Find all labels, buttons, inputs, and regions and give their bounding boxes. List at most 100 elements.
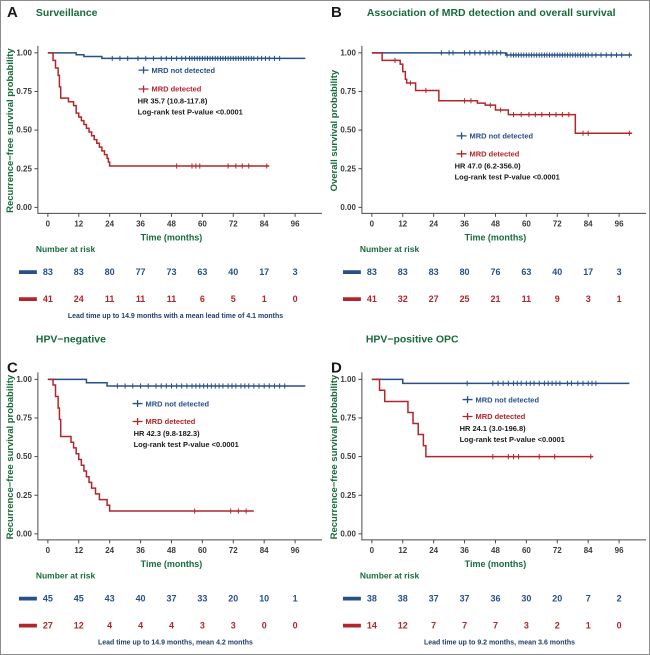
risk-count: 1 xyxy=(262,294,267,304)
risk-count: 7 xyxy=(586,594,591,604)
risk-count: 2 xyxy=(617,594,622,604)
censor-mark-icon xyxy=(174,163,179,169)
censor-mark-icon xyxy=(526,112,532,118)
censor-mark-icon xyxy=(627,52,632,58)
km-curve-mrd-detected xyxy=(371,52,632,134)
risk-count: 17 xyxy=(583,267,593,277)
censor-mark-icon xyxy=(267,383,272,389)
censor-mark-icon xyxy=(143,55,148,62)
y-axis-label: Recurrence−free survival probability xyxy=(329,374,340,539)
legend-marker-icon xyxy=(138,85,149,93)
risk-count: 41 xyxy=(367,294,377,304)
risk-count: 3 xyxy=(293,267,298,277)
censor-mark-icon xyxy=(225,383,231,389)
hazard-ratio-text: HR 24.1 (3.0-196.8) xyxy=(460,424,527,433)
axis-lines xyxy=(37,372,323,541)
censor-mark-icon xyxy=(589,380,595,386)
y-tick-label: 0.25 xyxy=(16,491,32,500)
censor-mark-icon xyxy=(263,55,268,62)
censor-mark-icon xyxy=(609,52,614,58)
risk-count: 3 xyxy=(200,621,205,631)
y-axis-label: Recurrence−free survival probability xyxy=(5,48,16,213)
censor-mark-icon xyxy=(135,55,141,62)
censor-mark-icon xyxy=(164,383,169,389)
censor-mark-icon xyxy=(553,112,559,118)
legend-marker-icon xyxy=(132,400,143,408)
censor-mark-icon xyxy=(593,52,599,58)
x-tick-label: 84 xyxy=(260,219,269,228)
censor-mark-icon xyxy=(569,380,574,386)
censor-mark-icon xyxy=(125,55,130,62)
risk-count: 37 xyxy=(460,594,470,604)
censor-mark-icon xyxy=(138,383,143,389)
y-tick-label: 0.50 xyxy=(16,452,32,461)
censor-mark-icon xyxy=(146,383,151,389)
censor-mark-icon xyxy=(511,112,516,118)
risk-count: 5 xyxy=(231,294,236,304)
y-tick-label: 0.25 xyxy=(340,491,356,500)
censor-mark-icon xyxy=(506,454,511,460)
legend-label-mrd-not-detected: MRD not detected xyxy=(146,399,210,408)
risk-count: 37 xyxy=(166,594,176,604)
logrank-text: Log-rank test P-value <0.0001 xyxy=(134,440,239,449)
risk-count: 38 xyxy=(398,594,408,604)
censor-mark-icon xyxy=(233,163,239,169)
censor-mark-icon xyxy=(169,55,174,62)
legend-label-mrd-detected: MRD detected xyxy=(146,417,196,426)
censor-mark-icon xyxy=(560,112,565,118)
number-at-risk-label: Number at risk xyxy=(360,244,420,254)
censor-mark-icon xyxy=(446,50,452,56)
x-tick-label: 0 xyxy=(46,546,51,555)
y-tick-label: 0.50 xyxy=(16,126,32,135)
censor-mark-icon xyxy=(585,130,591,136)
censor-mark-icon xyxy=(192,508,197,514)
legend-label-mrd-detected: MRD detected xyxy=(476,412,526,421)
panel-letter: A xyxy=(7,4,18,21)
risk-count: 33 xyxy=(197,594,207,604)
censor-mark-icon xyxy=(201,383,206,389)
censor-mark-icon xyxy=(575,380,581,386)
risk-count: 21 xyxy=(490,294,500,304)
censor-mark-icon xyxy=(272,55,277,62)
censor-mark-icon xyxy=(277,383,282,389)
risk-count: 27 xyxy=(43,621,53,631)
x-tick-label: 96 xyxy=(615,546,624,555)
x-tick-label: 24 xyxy=(105,546,114,555)
censor-mark-icon xyxy=(500,380,506,386)
censor-mark-icon xyxy=(468,98,474,104)
censor-mark-icon xyxy=(110,55,115,62)
km-curve-mrd-not-detected xyxy=(371,378,630,385)
axis-lines xyxy=(37,45,323,214)
risk-count: 43 xyxy=(105,594,115,604)
censor-mark-icon xyxy=(483,50,488,56)
x-tick-label: 48 xyxy=(491,219,500,228)
x-tick-label: 24 xyxy=(429,546,438,555)
risk-count: 3 xyxy=(524,621,529,631)
panel-title: HPV−negative xyxy=(36,334,106,345)
censor-mark-icon xyxy=(477,50,483,56)
censor-mark-icon xyxy=(547,112,552,118)
censor-mark-icon xyxy=(236,508,241,514)
censor-mark-icon xyxy=(251,383,257,389)
y-tick-label: 0.50 xyxy=(340,452,356,461)
risk-count: 1 xyxy=(617,294,622,304)
legend-label-mrd-not-detected: MRD not detected xyxy=(470,132,534,141)
y-tick-label: 0.75 xyxy=(16,414,32,423)
risk-count: 83 xyxy=(429,267,439,277)
censor-mark-icon xyxy=(246,163,251,169)
km-curve-mrd-detected xyxy=(371,378,594,458)
panel-b-overall-survival: B Association of MRD detection and overa… xyxy=(329,4,647,304)
risk-count: 17 xyxy=(259,267,269,277)
risk-count: 7 xyxy=(431,621,436,631)
risk-count: 3 xyxy=(586,294,591,304)
censor-mark-icon xyxy=(423,87,429,94)
censor-mark-icon xyxy=(228,508,233,514)
censor-mark-icon xyxy=(179,55,184,62)
censor-mark-icon xyxy=(205,383,210,389)
risk-count: 4 xyxy=(107,621,112,631)
x-tick-label: 12 xyxy=(398,546,407,555)
censor-mark-icon xyxy=(462,50,467,56)
risk-count: 11 xyxy=(167,294,176,304)
